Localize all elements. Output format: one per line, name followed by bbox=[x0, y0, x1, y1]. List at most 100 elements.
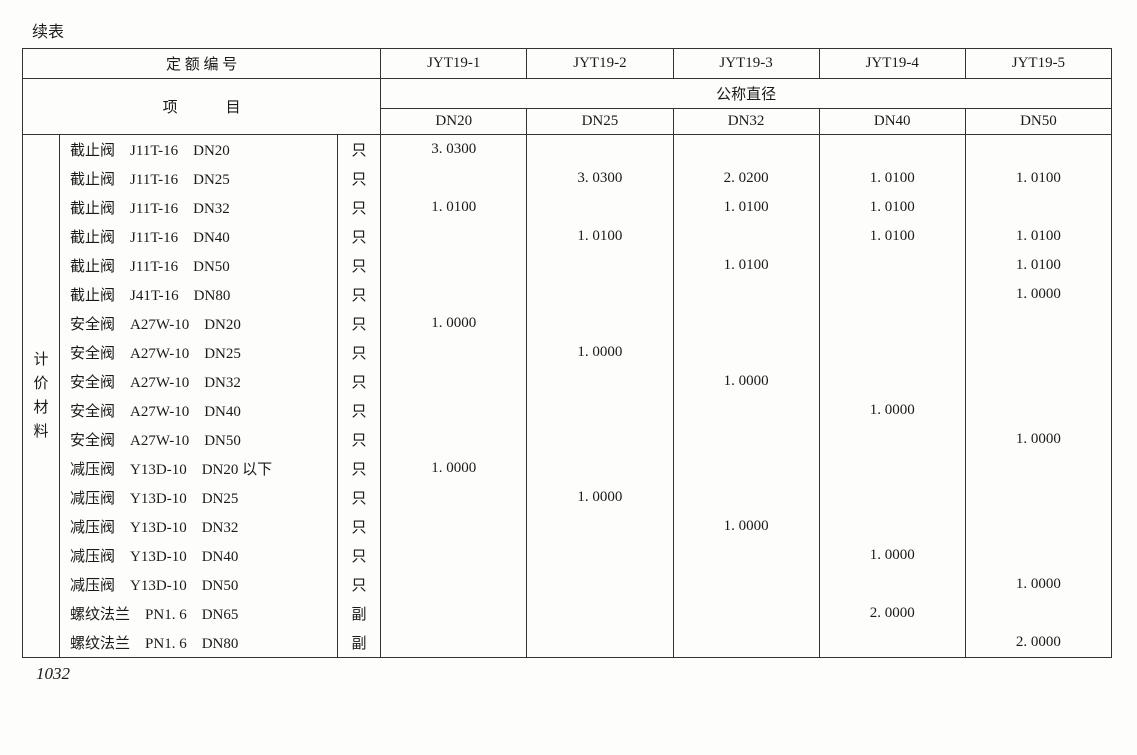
row-value bbox=[673, 541, 819, 570]
row-value bbox=[527, 512, 673, 541]
row-value bbox=[527, 396, 673, 425]
row-unit: 只 bbox=[337, 367, 380, 396]
table-row: 截止阀 J11T-16 DN32只1. 01001. 01001. 0100 bbox=[23, 193, 1112, 222]
table-row: 安全阀 A27W-10 DN20只1. 0000 bbox=[23, 309, 1112, 338]
row-value bbox=[381, 164, 527, 193]
row-value: 2. 0000 bbox=[965, 628, 1111, 658]
row-value bbox=[527, 309, 673, 338]
row-value bbox=[965, 309, 1111, 338]
row-value bbox=[819, 367, 965, 396]
row-value: 3. 0300 bbox=[527, 164, 673, 193]
row-unit: 只 bbox=[337, 135, 380, 165]
table-row: 安全阀 A27W-10 DN40只1. 0000 bbox=[23, 396, 1112, 425]
hdr-dn-2: DN32 bbox=[673, 109, 819, 135]
table-body: 计价材料截止阀 J11T-16 DN20只3. 0300截止阀 J11T-16 … bbox=[23, 135, 1112, 658]
row-value: 1. 0100 bbox=[819, 193, 965, 222]
row-desc: 螺纹法兰 PN1. 6 DN65 bbox=[60, 599, 338, 628]
hdr-dn-3: DN40 bbox=[819, 109, 965, 135]
row-desc: 减压阀 Y13D-10 DN25 bbox=[60, 483, 338, 512]
row-value bbox=[819, 251, 965, 280]
table-row: 安全阀 A27W-10 DN32只1. 0000 bbox=[23, 367, 1112, 396]
row-value bbox=[819, 628, 965, 658]
row-value bbox=[381, 512, 527, 541]
table-row: 计价材料截止阀 J11T-16 DN20只3. 0300 bbox=[23, 135, 1112, 165]
row-unit: 只 bbox=[337, 309, 380, 338]
row-value bbox=[965, 193, 1111, 222]
hdr-dn-0: DN20 bbox=[381, 109, 527, 135]
hdr-code-3: JYT19-4 bbox=[819, 49, 965, 79]
row-unit: 只 bbox=[337, 280, 380, 309]
row-value: 1. 0000 bbox=[819, 541, 965, 570]
row-value bbox=[381, 628, 527, 658]
row-desc: 截止阀 J11T-16 DN25 bbox=[60, 164, 338, 193]
row-desc: 截止阀 J11T-16 DN40 bbox=[60, 222, 338, 251]
hdr-diameter: 公称直径 bbox=[381, 79, 1112, 109]
row-unit: 副 bbox=[337, 628, 380, 658]
row-value bbox=[819, 280, 965, 309]
table-row: 螺纹法兰 PN1. 6 DN65副2. 0000 bbox=[23, 599, 1112, 628]
row-desc: 截止阀 J41T-16 DN80 bbox=[60, 280, 338, 309]
row-value bbox=[965, 512, 1111, 541]
row-value: 1. 0000 bbox=[381, 454, 527, 483]
row-desc: 减压阀 Y13D-10 DN20 以下 bbox=[60, 454, 338, 483]
row-value: 1. 0000 bbox=[381, 309, 527, 338]
table-row: 截止阀 J11T-16 DN25只3. 03002. 02001. 01001.… bbox=[23, 164, 1112, 193]
table-row: 减压阀 Y13D-10 DN32只1. 0000 bbox=[23, 512, 1112, 541]
row-unit: 副 bbox=[337, 599, 380, 628]
row-value: 1. 0100 bbox=[819, 164, 965, 193]
row-value bbox=[381, 483, 527, 512]
row-value bbox=[527, 454, 673, 483]
row-value: 1. 0100 bbox=[819, 222, 965, 251]
row-value: 1. 0100 bbox=[527, 222, 673, 251]
row-value bbox=[965, 367, 1111, 396]
row-value: 1. 0000 bbox=[965, 425, 1111, 454]
row-value bbox=[381, 367, 527, 396]
row-unit: 只 bbox=[337, 512, 380, 541]
row-unit: 只 bbox=[337, 541, 380, 570]
table-row: 减压阀 Y13D-10 DN25只1. 0000 bbox=[23, 483, 1112, 512]
row-value bbox=[673, 570, 819, 599]
row-value bbox=[527, 570, 673, 599]
row-unit: 只 bbox=[337, 396, 380, 425]
row-value bbox=[819, 135, 965, 165]
row-value bbox=[527, 425, 673, 454]
table-row: 截止阀 J11T-16 DN40只1. 01001. 01001. 0100 bbox=[23, 222, 1112, 251]
table-caption: 续表 bbox=[32, 18, 1115, 42]
row-desc: 减压阀 Y13D-10 DN50 bbox=[60, 570, 338, 599]
row-value: 1. 0100 bbox=[673, 193, 819, 222]
row-unit: 只 bbox=[337, 483, 380, 512]
row-value bbox=[673, 222, 819, 251]
row-value bbox=[819, 338, 965, 367]
row-value bbox=[381, 570, 527, 599]
row-value: 1. 0000 bbox=[673, 367, 819, 396]
row-value bbox=[819, 309, 965, 338]
row-value bbox=[673, 483, 819, 512]
page-number: 1032 bbox=[36, 664, 1115, 684]
row-value bbox=[381, 280, 527, 309]
row-value: 1. 0000 bbox=[965, 280, 1111, 309]
row-unit: 只 bbox=[337, 193, 380, 222]
row-value: 2. 0200 bbox=[673, 164, 819, 193]
row-desc: 减压阀 Y13D-10 DN40 bbox=[60, 541, 338, 570]
quota-table: 定 额 编 号 JYT19-1 JYT19-2 JYT19-3 JYT19-4 … bbox=[22, 48, 1112, 658]
row-value bbox=[381, 425, 527, 454]
row-unit: 只 bbox=[337, 222, 380, 251]
table-row: 截止阀 J11T-16 DN50只1. 01001. 0100 bbox=[23, 251, 1112, 280]
row-value bbox=[527, 135, 673, 165]
row-value bbox=[965, 135, 1111, 165]
hdr-code-4: JYT19-5 bbox=[965, 49, 1111, 79]
row-desc: 安全阀 A27W-10 DN25 bbox=[60, 338, 338, 367]
side-label-cell: 计价材料 bbox=[23, 135, 60, 658]
row-desc: 安全阀 A27W-10 DN50 bbox=[60, 425, 338, 454]
hdr-code-0: JYT19-1 bbox=[381, 49, 527, 79]
row-value bbox=[673, 599, 819, 628]
row-value bbox=[673, 309, 819, 338]
row-value: 1. 0000 bbox=[819, 396, 965, 425]
hdr-dn-4: DN50 bbox=[965, 109, 1111, 135]
row-value: 1. 0100 bbox=[381, 193, 527, 222]
table-row: 截止阀 J41T-16 DN80只 1. 0000 bbox=[23, 280, 1112, 309]
row-value: 1. 0100 bbox=[965, 251, 1111, 280]
hdr-code-2: JYT19-3 bbox=[673, 49, 819, 79]
row-value bbox=[673, 135, 819, 165]
table-row: 减压阀 Y13D-10 DN40只 1. 0000 bbox=[23, 541, 1112, 570]
